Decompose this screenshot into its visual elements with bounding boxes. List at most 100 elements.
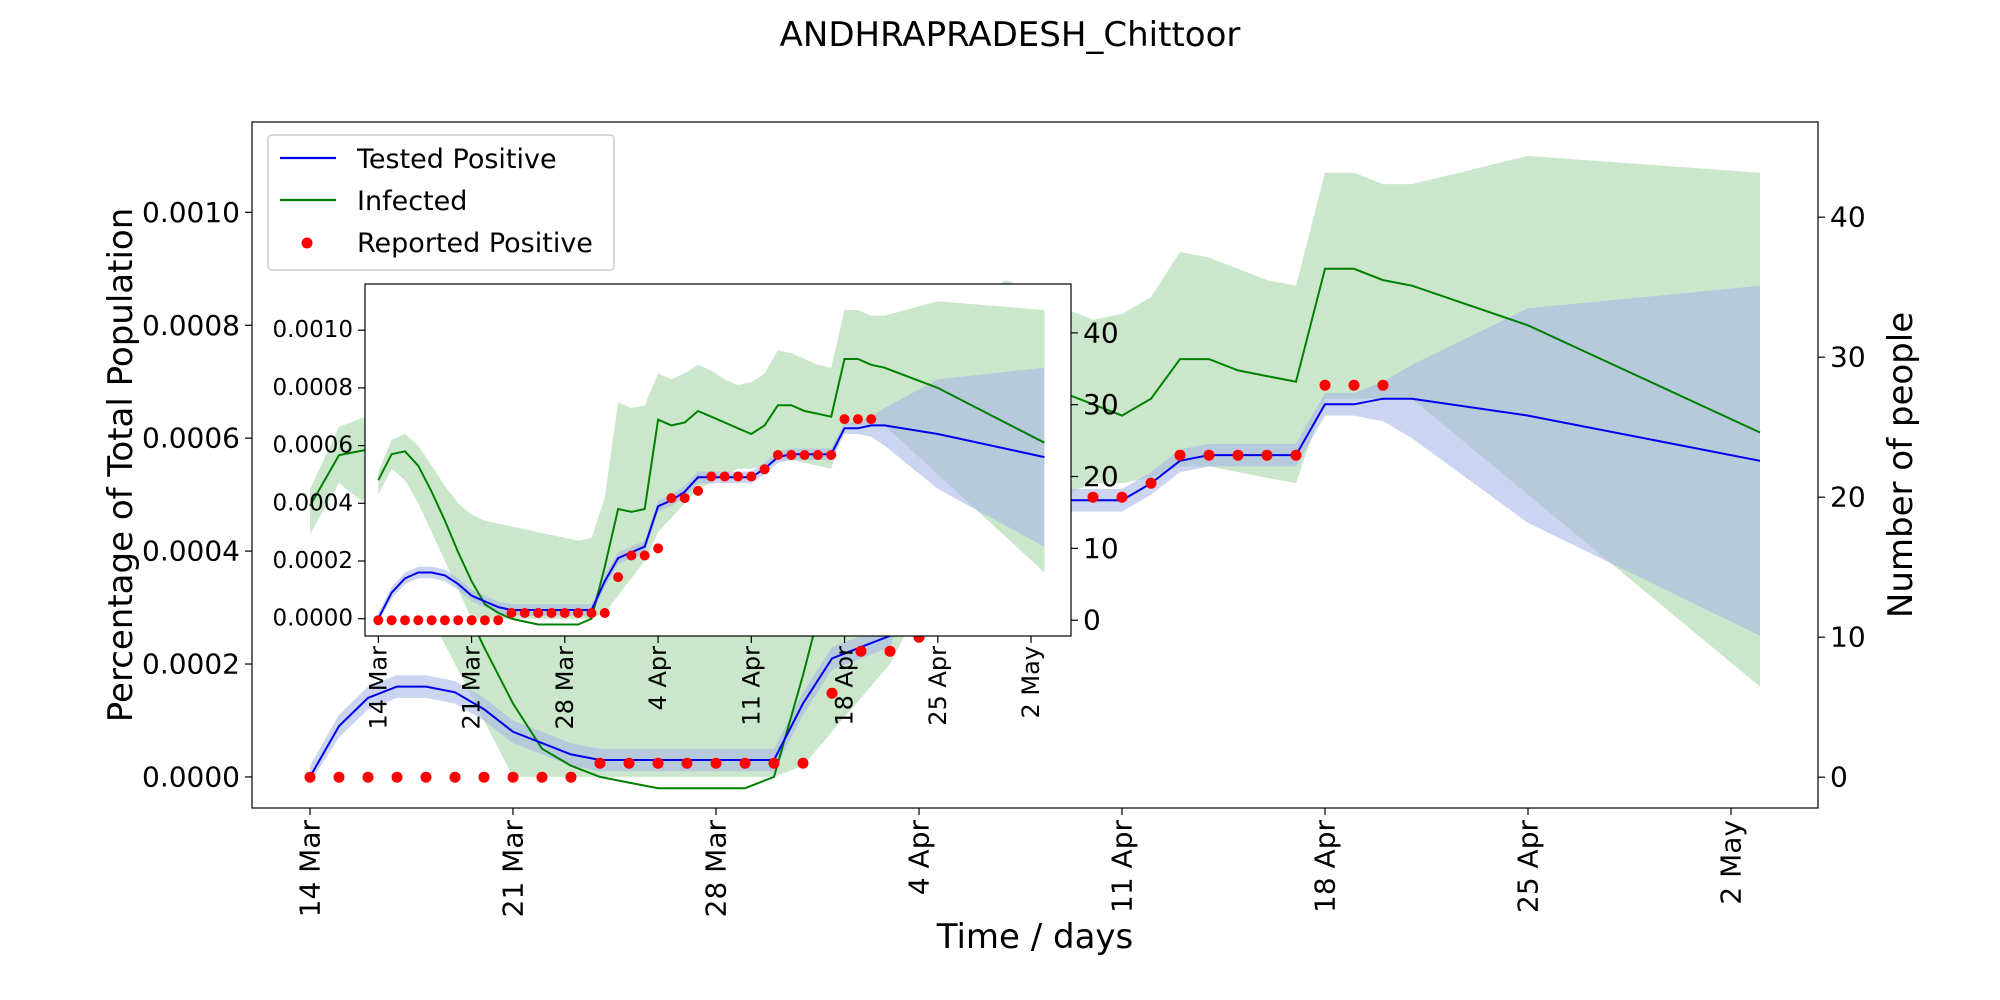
main-y-right-tick-label: 10 xyxy=(1830,621,1866,654)
y-axis-label: Percentage of Total Population xyxy=(101,208,141,723)
main-reported-positive-point xyxy=(449,771,461,783)
main-reported-positive-point xyxy=(884,645,896,657)
inset-reported-positive-point xyxy=(599,608,610,618)
inset-reported-positive-point xyxy=(613,572,624,583)
inset-reported-positive-point xyxy=(426,615,437,626)
legend-label-tested-positive: Tested Positive xyxy=(356,144,557,175)
main-reported-positive-point xyxy=(1261,449,1273,461)
main-reported-positive-point xyxy=(565,771,577,783)
inset-reported-positive-point xyxy=(546,608,557,618)
main-x-tick-label: 18 Apr xyxy=(1309,820,1342,913)
main-reported-positive-point xyxy=(478,771,490,783)
inset-reported-positive-point xyxy=(812,450,823,460)
main-reported-positive-point xyxy=(739,757,751,769)
main-reported-positive-point xyxy=(652,757,664,769)
inset-y-tick-label: 0.0008 xyxy=(273,375,353,401)
inset-x-tick-label: 11 Apr xyxy=(737,646,765,726)
inset-x-tick-label: 4 Apr xyxy=(644,646,672,711)
main-reported-positive-point xyxy=(594,757,606,769)
inset-x-tick-label: 21 Mar xyxy=(458,646,486,730)
main-reported-positive-point xyxy=(768,757,780,769)
main-reported-positive-point xyxy=(855,645,867,657)
main-reported-positive-point xyxy=(623,757,635,769)
main-y-right-tick-label: 20 xyxy=(1830,481,1866,514)
inset-reported-positive-point xyxy=(493,615,504,626)
inset-reported-positive-point xyxy=(839,414,850,425)
chart-title: ANDHRAPRADESH_Chittoor xyxy=(780,15,1241,55)
x-axis-label: Time / days xyxy=(936,917,1134,957)
main-reported-positive-point xyxy=(1348,379,1360,391)
inset-reported-positive-point xyxy=(733,471,743,482)
inset-x-tick-label: 18 Apr xyxy=(831,646,859,726)
main-reported-positive-point xyxy=(391,771,403,783)
inset-y-tick-label: 0.0002 xyxy=(273,548,353,574)
main-reported-positive-point xyxy=(710,757,722,769)
inset-reported-positive-point xyxy=(666,493,677,504)
inset-infected-line xyxy=(377,358,1045,626)
main-reported-positive-point xyxy=(1319,379,1331,391)
main-y-right-tick-label: 30 xyxy=(1830,341,1866,374)
inset-x-tick-label: 14 Mar xyxy=(364,646,392,730)
main-y-tick-label: 0.0002 xyxy=(142,648,240,681)
inset-reported-positive-point xyxy=(799,450,810,460)
main-x-tick-label: 4 Apr xyxy=(903,820,936,896)
inset-reported-positive-point xyxy=(519,608,530,618)
inset-reported-positive-point xyxy=(400,615,410,626)
inset-reported-positive-point xyxy=(506,608,517,618)
inset-y-tick-label: 0.0000 xyxy=(273,606,353,632)
inset-x-tick-label: 2 May xyxy=(1017,646,1045,719)
inset-tested-positive-band xyxy=(378,367,1045,622)
main-y-tick-label: 0.0006 xyxy=(142,422,240,455)
inset-reported-positive-point xyxy=(413,615,424,626)
inset-reported-positive-point xyxy=(826,450,837,460)
inset-reported-positive-point xyxy=(479,615,490,626)
main-reported-positive-point xyxy=(797,757,809,769)
inset-reported-positive-point xyxy=(573,608,584,618)
main-x-tick-label: 14 Mar xyxy=(294,820,327,918)
main-reported-positive-point xyxy=(1290,449,1302,461)
main-y-right-tick-label: 0 xyxy=(1830,761,1848,794)
inset-y-tick-label: 0.0006 xyxy=(273,433,353,459)
inset-y-right-tick-label: 10 xyxy=(1083,532,1119,565)
inset-reported-positive-point xyxy=(679,493,690,504)
inset-y-tick-label: 0.0010 xyxy=(273,317,353,343)
main-reported-positive-point xyxy=(681,757,693,769)
legend: Tested Positive Infected Reported Positi… xyxy=(267,134,615,271)
main-x-tick-label: 21 Mar xyxy=(497,820,530,918)
inset-reported-positive-point xyxy=(759,464,770,475)
inset-reported-positive-point xyxy=(772,450,783,460)
main-reported-positive-point xyxy=(1174,449,1186,461)
inset-reported-positive-point xyxy=(746,471,757,482)
inset-reported-positive-point xyxy=(533,608,544,618)
main-y-tick-label: 0.0008 xyxy=(142,309,240,342)
inset-y-right-tick-label: 0 xyxy=(1083,604,1101,637)
main-reported-positive-point xyxy=(1377,379,1389,391)
legend-label-reported-positive: Reported Positive xyxy=(357,228,593,259)
inset-reported-positive-point xyxy=(626,550,637,561)
inset-reported-positive-point xyxy=(373,615,384,626)
inset-reported-positive-point xyxy=(653,543,664,554)
inset-reported-positive-point xyxy=(786,450,797,460)
main-reported-positive-point xyxy=(333,771,345,783)
inset-y-right-tick-label: 30 xyxy=(1083,388,1119,421)
main-reported-positive-point xyxy=(507,771,519,783)
main-reported-positive-point xyxy=(1116,491,1128,503)
inset-y-tick-label: 0.0004 xyxy=(273,490,353,516)
main-reported-positive-point xyxy=(536,771,548,783)
main-x-tick-label: 2 May xyxy=(1715,820,1748,905)
main-y-tick-label: 0.0000 xyxy=(142,760,240,793)
inset-x-tick-label: 28 Mar xyxy=(551,646,579,730)
legend-box xyxy=(267,134,615,271)
y-axis-label-right: Number of people xyxy=(1881,312,1921,618)
inset-infected-band xyxy=(378,301,1045,619)
main-reported-positive-point xyxy=(1087,491,1099,503)
inset-reported-positive-point xyxy=(453,615,464,626)
legend-label-infected: Infected xyxy=(357,186,467,217)
inset-reported-positive-point xyxy=(866,414,877,425)
inset-reported-positive-point xyxy=(852,414,863,425)
main-x-tick-label: 11 Apr xyxy=(1106,820,1139,913)
main-tested-positive-band xyxy=(310,285,1760,783)
inset-reported-positive-point xyxy=(639,550,650,561)
inset-reported-positive-point xyxy=(559,608,570,618)
main-reported-positive-point xyxy=(362,771,374,783)
